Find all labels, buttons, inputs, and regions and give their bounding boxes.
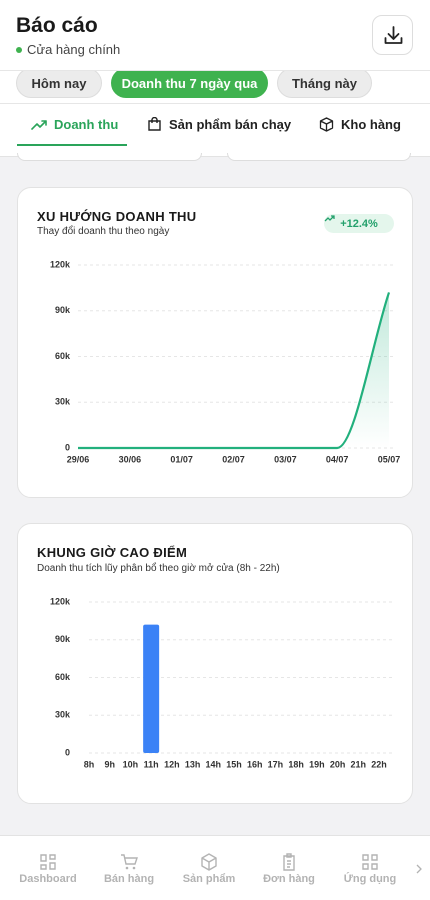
- y-tick-label: 120k: [50, 259, 71, 269]
- nav-label: Ứng dụng: [343, 873, 397, 885]
- x-tick-label: 02/07: [222, 454, 245, 464]
- nav-icon: [362, 854, 378, 870]
- x-tick-label: 11h: [144, 759, 159, 769]
- nav-item[interactable]: Đơn hàng: [249, 836, 329, 885]
- chart-title: KHUNG GIỜ CAO ĐIỂM: [37, 545, 188, 560]
- card-stub: [17, 153, 202, 161]
- y-tick-label: 60k: [55, 672, 71, 682]
- x-tick-label: 17h: [268, 759, 284, 769]
- line: [78, 292, 391, 450]
- x-tick-label: 14h: [206, 759, 222, 769]
- tab-indicator: [17, 144, 127, 146]
- tab-icon: [319, 117, 334, 132]
- download-icon: [384, 26, 403, 44]
- x-tick-label: 05/07: [378, 454, 401, 464]
- x-tick-label: 01/07: [170, 454, 193, 464]
- chart-subtitle: Thay đổi doanh thu theo ngày: [37, 226, 170, 237]
- x-tick-label: 19h: [309, 759, 325, 769]
- y-tick-label: 120k: [50, 596, 71, 606]
- nav-item[interactable]: Bán hàng: [89, 836, 169, 885]
- x-tick-label: 16h: [247, 759, 263, 769]
- nav-icon: [121, 854, 138, 870]
- y-tick-label: 60k: [55, 351, 71, 361]
- x-tick-label: 22h: [371, 759, 387, 769]
- y-tick-label: 0: [65, 747, 70, 757]
- tab-label: Kho hàng: [341, 117, 401, 132]
- nav-more[interactable]: [414, 863, 424, 875]
- x-tick-label: 03/07: [274, 454, 297, 464]
- bar-chart: 0 30k 60k 90k 120k 8h 9h 10h 11h 12h 13h 14h 15h 16h 1…: [50, 596, 393, 769]
- tab-label: Sản phẩm bán chạy: [169, 117, 292, 132]
- nav-label: Sản phẩm: [182, 873, 236, 885]
- filter-bar: Hôm nay Doanh thu 7 ngày qua Tháng này: [0, 70, 430, 104]
- store-name: Cửa hàng chính: [16, 42, 120, 57]
- x-tick-label: 12h: [164, 759, 180, 769]
- nav-item[interactable]: Sản phẩm: [169, 836, 249, 885]
- tab[interactable]: Sản phẩm bán chạy: [147, 117, 291, 132]
- x-tick-label: 15h: [226, 759, 242, 769]
- x-tick-label: 21h: [351, 759, 367, 769]
- tab-icon: [31, 119, 47, 130]
- nav-icon: [283, 853, 295, 871]
- download-button[interactable]: [372, 15, 413, 55]
- tab[interactable]: Doanh thu: [31, 117, 118, 132]
- nav-item[interactable]: Dashboard: [8, 836, 88, 885]
- bar: [143, 624, 160, 753]
- nav-item[interactable]: Ứng dụng: [330, 836, 410, 885]
- nav-label: Dashboard: [19, 873, 77, 885]
- x-tick-label: 04/07: [326, 454, 349, 464]
- badge-text: +12.4%: [340, 217, 378, 230]
- growth-badge: +12.4%: [324, 214, 394, 233]
- nav-icon: [40, 854, 56, 870]
- y-tick-label: 30k: [55, 710, 71, 720]
- x-tick-label: 30/06: [119, 454, 142, 464]
- filter-chip[interactable]: Hôm nay: [16, 71, 102, 98]
- y-tick-label: 0: [65, 442, 70, 452]
- chart-subtitle: Doanh thu tích lũy phân bổ theo giờ mở c…: [37, 563, 280, 574]
- x-tick-label: 10h: [123, 759, 139, 769]
- chart-card: XU HƯỚNG DOANH THU Thay đổi doanh thu th…: [17, 187, 413, 498]
- filter-chip[interactable]: Tháng này: [277, 71, 372, 98]
- card-stub: [227, 153, 411, 161]
- nav-icon: [201, 853, 217, 871]
- line-chart: 0 30k 60k 90k 120k 29/06 30/06 01/07 02/07 03/07 0…: [50, 259, 401, 464]
- y-tick-label: 30k: [55, 397, 71, 407]
- tab-icon: [148, 117, 161, 131]
- x-tick-label: 9h: [104, 759, 115, 769]
- badge-icon: [324, 215, 335, 222]
- filter-chip[interactable]: Doanh thu 7 ngày qua: [111, 71, 268, 98]
- y-tick-label: 90k: [55, 305, 71, 315]
- x-tick-label: 13h: [185, 759, 201, 769]
- bottom-nav: Dashboard Bán hàng Sản phẩm Đơn hàng Ứng…: [0, 835, 430, 900]
- chart-title: XU HƯỚNG DOANH THU: [37, 209, 197, 224]
- nav-label: Đơn hàng: [263, 873, 315, 885]
- x-tick-label: 18h: [288, 759, 304, 769]
- tab[interactable]: Kho hàng: [319, 117, 401, 132]
- page-title: Báo cáo: [16, 14, 98, 37]
- x-tick-label: 8h: [84, 759, 95, 769]
- area: [78, 292, 389, 448]
- y-tick-label: 90k: [55, 634, 71, 644]
- chart-card: KHUNG GIỜ CAO ĐIỂM Doanh thu tích lũy ph…: [17, 523, 413, 804]
- nav-label: Bán hàng: [103, 873, 155, 885]
- tab-label: Doanh thu: [54, 117, 119, 132]
- x-tick-label: 20h: [330, 759, 346, 769]
- x-tick-label: 29/06: [67, 454, 90, 464]
